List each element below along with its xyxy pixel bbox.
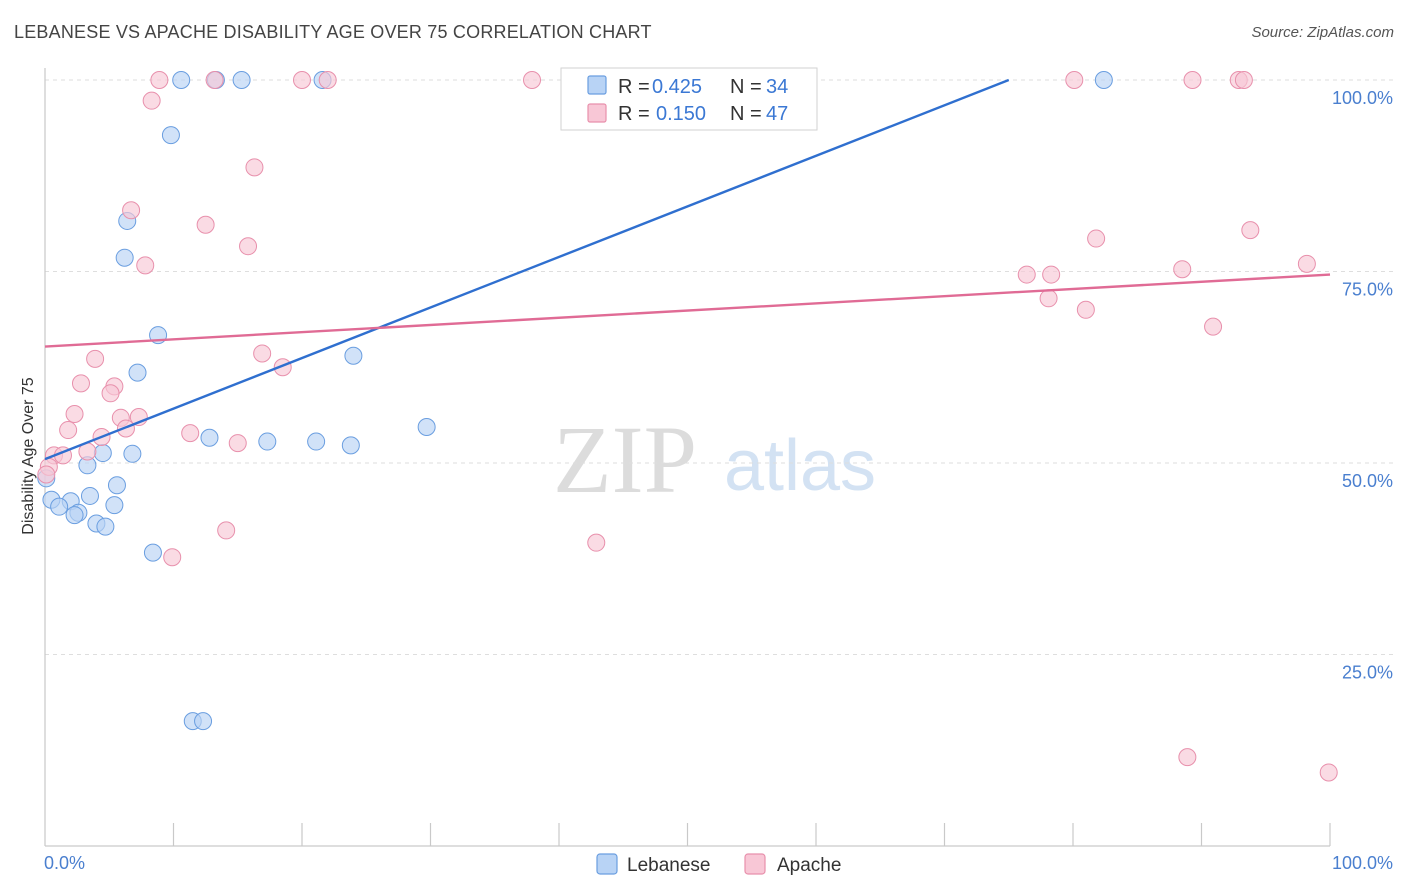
apache-point xyxy=(1178,748,1197,767)
lebanese-n-value: 34 xyxy=(766,76,788,98)
apache-point xyxy=(523,71,542,89)
apache-r-value: 0.150 xyxy=(656,103,706,125)
apache-point xyxy=(1173,260,1192,279)
x-tick-label-min: 0.0% xyxy=(44,853,85,873)
lebanese-r-value: 0.425 xyxy=(652,76,702,98)
lebanese-point xyxy=(65,506,84,525)
lebanese-series-swatch xyxy=(596,853,618,875)
x-axis-ticks xyxy=(172,823,1331,846)
apache-point xyxy=(136,256,155,275)
apache-point xyxy=(37,465,56,484)
y-tick-label: 50.0% xyxy=(1342,471,1393,491)
apache-point xyxy=(205,71,224,89)
apache-point xyxy=(1297,254,1316,273)
chart-source: Source: ZipAtlas.com xyxy=(1251,24,1394,41)
lebanese-point xyxy=(194,712,213,731)
lebanese-point xyxy=(115,248,134,267)
apache-point xyxy=(122,201,141,220)
lebanese-point xyxy=(107,476,126,495)
x-tick-label-max: 100.0% xyxy=(1332,853,1393,873)
apache-point xyxy=(71,374,90,393)
apache-n-label: N = xyxy=(730,103,762,125)
lebanese-point xyxy=(143,543,162,562)
lebanese-point xyxy=(172,71,191,89)
lebanese-trend-line xyxy=(44,78,1010,461)
apache-point xyxy=(293,71,311,89)
apache-point xyxy=(1319,763,1338,782)
lebanese-point xyxy=(93,444,112,463)
lebanese-point xyxy=(200,428,219,447)
apache-r-label: R = xyxy=(618,103,650,125)
lebanese-point xyxy=(1094,71,1113,89)
lebanese-point xyxy=(258,432,277,451)
y-axis-title: Disability Age Over 75 xyxy=(20,377,37,535)
chart-title: LEBANESE VS APACHE DISABILITY AGE OVER 7… xyxy=(14,22,652,42)
lebanese-point xyxy=(417,417,436,436)
apache-point xyxy=(1076,300,1095,319)
lebanese-point xyxy=(105,496,124,515)
apache-point xyxy=(1042,265,1061,284)
lebanese-point xyxy=(96,517,115,536)
lebanese-points xyxy=(37,71,1113,731)
lebanese-point xyxy=(80,486,99,505)
apache-point xyxy=(1204,317,1223,336)
apache-point xyxy=(1087,229,1106,248)
apache-point xyxy=(86,349,105,368)
apache-point xyxy=(150,71,169,89)
apache-point xyxy=(228,434,247,453)
apache-point xyxy=(1017,265,1036,284)
lebanese-point xyxy=(161,126,180,145)
apache-point xyxy=(181,424,200,443)
apache-point xyxy=(318,71,337,89)
apache-series-swatch xyxy=(744,853,766,875)
apache-n-value: 47 xyxy=(766,103,788,125)
apache-legend-swatch xyxy=(587,103,607,123)
apache-point xyxy=(217,521,236,540)
watermark-atlas: atlas xyxy=(724,426,876,506)
stats-legend: R = 0.425 N = 34 R = 0.150 N = 47 xyxy=(560,67,818,131)
lebanese-r-label: R = xyxy=(618,76,650,98)
apache-point xyxy=(59,421,78,440)
apache-point xyxy=(101,384,120,403)
lebanese-point xyxy=(128,363,147,382)
trend-lines xyxy=(44,78,1331,461)
lebanese-point xyxy=(341,436,360,455)
apache-point xyxy=(1234,71,1253,89)
apache-point xyxy=(245,158,264,177)
y-tick-label: 75.0% xyxy=(1342,280,1393,300)
lebanese-point xyxy=(50,497,69,516)
apache-point xyxy=(65,404,84,423)
apache-point xyxy=(142,91,161,110)
y-axis-tick-labels: 25.0% 50.0% 75.0% 100.0% xyxy=(1332,88,1393,683)
lebanese-series-label: Lebanese xyxy=(627,855,710,876)
apache-point xyxy=(253,344,272,363)
apache-point xyxy=(587,533,606,552)
apache-point xyxy=(1241,221,1260,240)
watermark-zip: ZIP xyxy=(553,406,697,513)
y-tick-label: 100.0% xyxy=(1332,88,1393,108)
series-legend: Lebanese Apache xyxy=(596,853,841,876)
apache-point xyxy=(1039,289,1058,308)
lebanese-point xyxy=(123,444,142,463)
apache-series-label: Apache xyxy=(777,855,841,876)
apache-trend-line xyxy=(44,273,1331,348)
lebanese-point xyxy=(307,432,326,451)
lebanese-n-label: N = xyxy=(730,76,762,98)
apache-point xyxy=(239,237,258,256)
lebanese-point xyxy=(344,346,363,365)
apache-point xyxy=(196,215,215,234)
y-tick-label: 25.0% xyxy=(1342,663,1393,683)
apache-point xyxy=(1065,71,1084,89)
lebanese-point xyxy=(232,71,251,89)
apache-point xyxy=(163,548,182,567)
lebanese-legend-swatch xyxy=(587,75,607,95)
apache-point xyxy=(1183,71,1202,89)
watermark: ZIP atlas xyxy=(553,406,876,513)
